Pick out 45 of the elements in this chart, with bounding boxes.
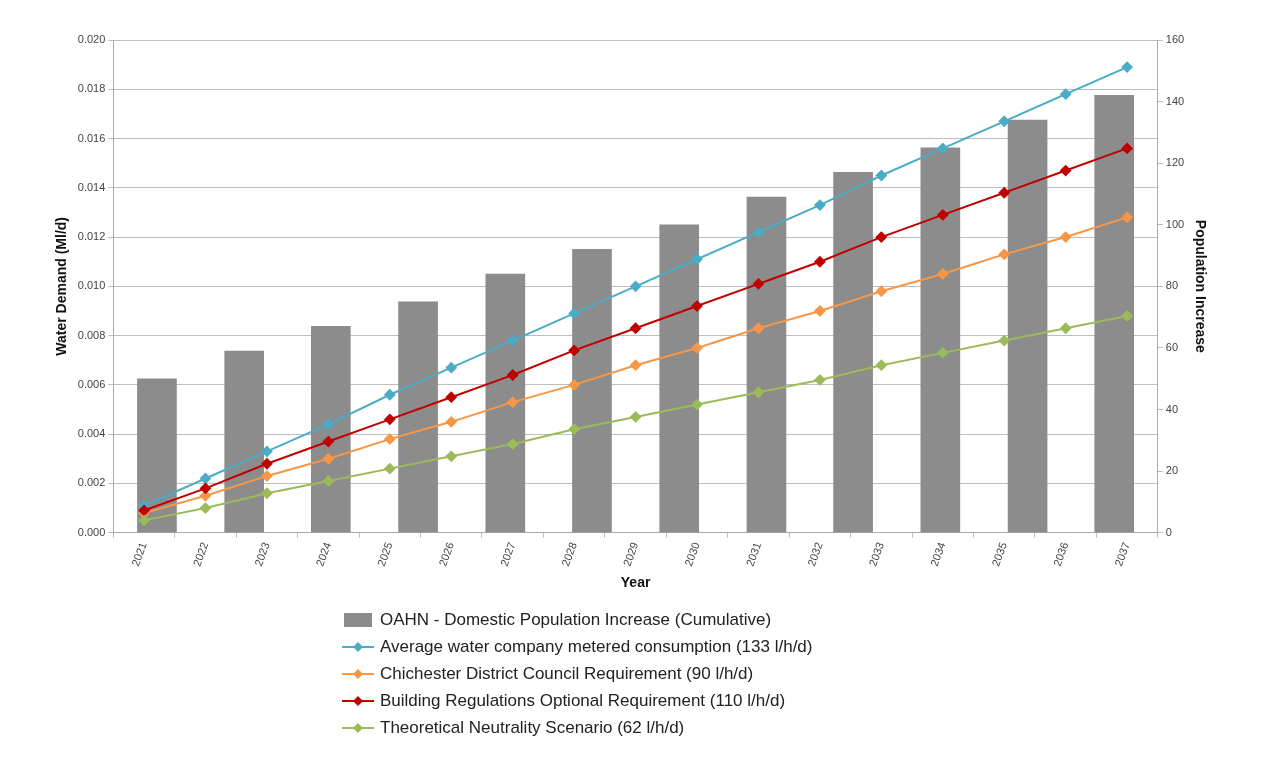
x-tick-label: 2027 [497,540,518,568]
x-tick-label: 2035 [989,540,1009,568]
legend-label: Average water company metered consumption (133 l/h/d) [380,636,813,657]
y2-tick-label: 80 [1165,279,1179,292]
x-tick-label: 2023 [252,540,272,568]
x-tick-label: 2034 [927,540,948,568]
y2-tick-label: 60 [1165,340,1179,353]
y-tick-label: 0.014 [77,180,106,193]
y2-tick-label: 100 [1165,217,1185,230]
legend-label: Building Regulations Optional Requirement (110 l/h/d) [380,690,786,711]
y-axis-title: Water Demand (Ml/d) [53,216,70,356]
x-tick-label: 2029 [620,540,641,568]
y2-tick-label: 40 [1165,402,1179,415]
y2-tick-label: 120 [1165,156,1185,169]
y2-axis-title: Population Increase [1192,219,1209,354]
y2-tick-label: 160 [1165,33,1185,46]
y-tick-label: 0.018 [77,82,106,95]
x-tick-label: 2022 [190,540,211,568]
y-tick-label: 0.010 [77,279,106,292]
y-tick-label: 0.020 [77,33,106,46]
y2-tick-label: 0 [1165,525,1172,538]
x-tick-label: 2028 [559,540,579,568]
x-tick-label: 2031 [743,540,764,568]
x-tick-label: 2033 [866,540,887,568]
legend-label: Chichester District Council Requirement (90 l/h/d) [380,663,754,684]
y-tick-label: 0.008 [77,328,106,341]
y-tick-label: 0.000 [77,525,106,538]
y-tick-label: 0.004 [77,427,106,440]
x-tick-label: 2037 [1112,540,1132,568]
x-tick-label: 2026 [436,540,456,568]
legend-label: OAHN - Domestic Population Increase (Cumulative) [380,609,772,630]
y-tick-label: 0.012 [77,230,106,243]
x-tick-label: 2030 [682,540,702,568]
x-tick-label: 2025 [374,540,395,568]
legend-label: Theoretical Neutrality Scenario (62 l/h/d) [380,717,685,738]
x-tick-label: 2021 [129,540,149,568]
y2-tick-label: 140 [1165,94,1185,107]
y-tick-label: 0.002 [77,476,106,489]
x-axis-title: Year [620,574,651,591]
x-tick-label: 2036 [1050,540,1071,568]
x-tick-label: 2032 [804,540,825,568]
x-tick-label: 2024 [313,540,334,568]
y-tick-label: 0.006 [77,377,106,390]
y2-tick-label: 20 [1165,464,1179,477]
y-tick-label: 0.016 [77,131,106,144]
